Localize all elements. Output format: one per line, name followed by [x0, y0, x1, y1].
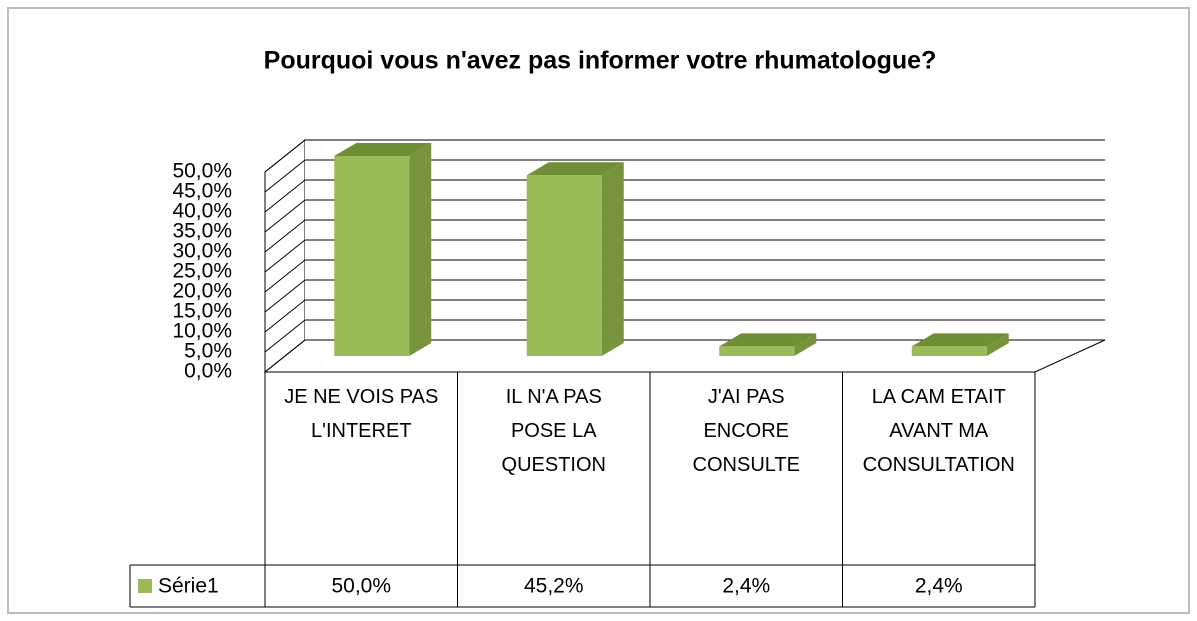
grid-line [264, 199, 306, 233]
category-cell: J'AI PAS ENCORE CONSULTE [692, 386, 800, 476]
bar-top [526, 162, 624, 176]
bar-front [911, 346, 987, 356]
bar-front [526, 175, 602, 356]
bar-side [794, 333, 817, 356]
x-tick-label: LA CAM ETAIT AVANT MA CONSULTATION [862, 386, 1015, 476]
y-tick-label: 25,0% [172, 260, 232, 283]
grid-line [264, 339, 306, 373]
grid-line [264, 239, 306, 273]
y-tick-label: 50,0% [172, 160, 232, 183]
y-tick-label: 30,0% [172, 240, 232, 263]
grid-line [264, 179, 306, 213]
x-tick-label: JE NE VOIS PAS L'INTERET [284, 386, 439, 442]
bar [334, 143, 432, 356]
bar-top [334, 143, 432, 156]
bar [526, 162, 624, 356]
legend-label: Série1 [158, 575, 219, 598]
y-tick-label: 20,0% [172, 280, 232, 303]
y-tick-label: 35,0% [172, 220, 232, 243]
y-tick-label: 15,0% [172, 300, 232, 323]
value-label: 2,4% [722, 575, 770, 598]
bar [911, 333, 1009, 356]
value-label: 50,0% [331, 575, 391, 598]
bar-front [719, 346, 795, 356]
grid-line [264, 219, 306, 253]
category-cell: LA CAM ETAIT AVANT MA CONSULTATION [862, 386, 1015, 476]
category-cell: IL N'A PAS POSE LA QUESTION [501, 386, 606, 476]
bar-top [911, 333, 1009, 347]
bar-side [986, 333, 1009, 356]
x-tick-label: J'AI PAS ENCORE CONSULTE [692, 386, 800, 476]
y-tick-label: 0,0% [184, 360, 232, 383]
grid-line [264, 259, 306, 293]
y-tick-label: 10,0% [172, 320, 232, 343]
x-tick-label: IL N'A PAS POSE LA QUESTION [501, 386, 606, 476]
legend-swatch [138, 579, 152, 593]
value-label: 2,4% [915, 575, 963, 598]
grid-line [264, 279, 306, 313]
bar-front [334, 156, 410, 356]
grid-line [264, 139, 306, 173]
bar-top [719, 333, 817, 347]
value-label: 45,2% [524, 575, 584, 598]
bar-side [601, 162, 624, 356]
grid-line [264, 299, 306, 333]
y-tick-label: 40,0% [172, 200, 232, 223]
chart-title: Pourquoi vous n'avez pas informer votre … [264, 47, 937, 75]
y-tick-label: 5,0% [184, 340, 232, 363]
y-tick-label: 45,0% [172, 180, 232, 203]
bar-side [409, 143, 432, 356]
grid-line [264, 319, 306, 353]
bar [719, 333, 817, 356]
category-cell: JE NE VOIS PAS L'INTERET [284, 386, 439, 442]
grid-line [264, 159, 306, 193]
